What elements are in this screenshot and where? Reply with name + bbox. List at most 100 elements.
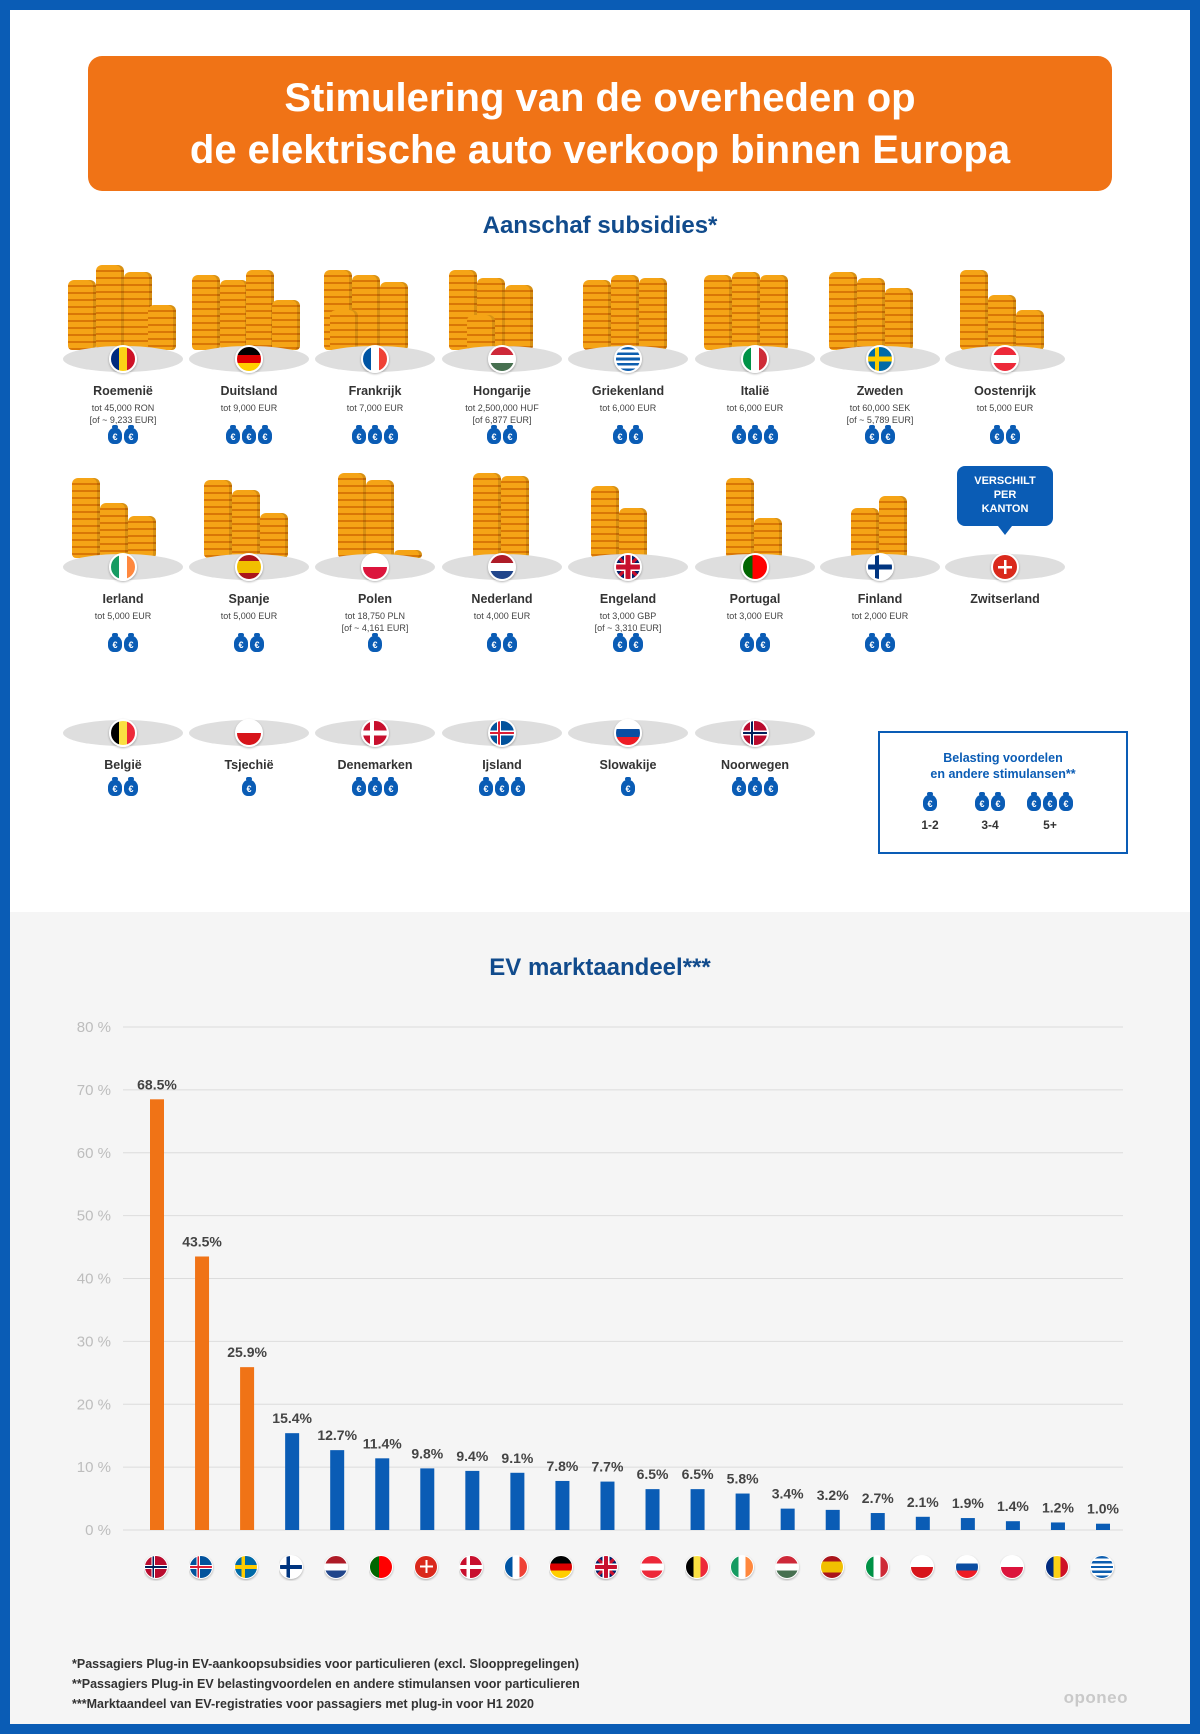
- title-banner: Stimulering van de overheden op de elekt…: [88, 56, 1112, 191]
- money-bags: € €: [58, 777, 188, 796]
- flag-pl-icon: [999, 1555, 1024, 1579]
- country-name: Slowakije: [599, 758, 657, 772]
- flag-se-icon: [866, 345, 894, 373]
- money-bag-icon: €: [384, 425, 398, 444]
- flag-it-icon: [864, 1555, 889, 1579]
- flag-ro-icon: [1044, 1555, 1069, 1579]
- money-bag-icon: €: [108, 425, 122, 444]
- money-bags: € € €: [184, 425, 314, 444]
- bar-pt: [375, 1458, 390, 1530]
- money-bags: € €: [58, 425, 188, 444]
- flag-sk-icon: [614, 719, 642, 747]
- data-label: 6.5%: [637, 1466, 669, 1482]
- money-bags: €: [900, 792, 960, 811]
- data-label: 2.7%: [862, 1490, 894, 1506]
- money-bag-icon: €: [613, 425, 627, 444]
- country-name: Polen: [357, 592, 393, 606]
- data-label: 15.4%: [272, 1410, 312, 1426]
- bar-is: [195, 1256, 210, 1530]
- country-card-ch: VERSCHILT PER KANTON Zwitserland: [940, 466, 1070, 680]
- bar-at: [645, 1489, 660, 1530]
- country-card-gb: Engeland tot 3,000 GBP [of ~ 3,310 EUR] € €: [563, 470, 693, 680]
- money-bag-icon: €: [503, 425, 517, 444]
- coin-stack-icon: [437, 470, 567, 570]
- bar-gr: [1096, 1523, 1110, 1530]
- data-label: 43.5%: [182, 1233, 222, 1249]
- data-label: 25.9%: [227, 1344, 267, 1360]
- footnote-1: *Passagiers Plug-in EV-aankoopsubsidies …: [72, 1657, 580, 1671]
- country-name: Portugal: [729, 592, 781, 606]
- bar-cz: [915, 1516, 930, 1530]
- legend-label: 5+: [1043, 818, 1057, 832]
- country-name: Denemarken: [337, 758, 413, 772]
- money-bag-icon: €: [242, 425, 256, 444]
- flag-nl-icon: [488, 553, 516, 581]
- subsidies-heading: Aanschaf subsidies*: [482, 212, 718, 239]
- coin-stack-icon: [690, 470, 820, 570]
- money-bag-icon: €: [503, 633, 517, 652]
- money-bag-icon: €: [748, 425, 762, 444]
- flag-se-icon: [234, 1555, 259, 1579]
- y-tick-label: 60 %: [77, 1145, 111, 1162]
- data-label: 1.2%: [1042, 1499, 1074, 1515]
- money-bag-icon: €: [621, 777, 635, 796]
- country-name: Noorwegen: [720, 758, 790, 772]
- country-card-be: België € €: [58, 692, 188, 902]
- money-bags: € €: [940, 425, 1070, 444]
- money-bags: €: [310, 633, 440, 652]
- flag-hu-icon: [488, 345, 516, 373]
- y-tick-label: 50 %: [77, 1208, 111, 1225]
- coin-stack-icon: [310, 262, 440, 362]
- money-bags: € €: [960, 792, 1020, 811]
- title-line-1: Stimulering van de overheden op: [284, 76, 916, 120]
- flag-no-icon: [144, 1555, 168, 1579]
- bar-es: [825, 1509, 840, 1530]
- bar-pl: [1005, 1521, 1020, 1530]
- data-label: 1.4%: [997, 1498, 1029, 1514]
- subsidy-amount: tot 45,000 RON [of ~ 9,233 EUR]: [89, 403, 157, 425]
- money-bags: € €: [437, 425, 567, 444]
- money-bag-icon: €: [764, 425, 778, 444]
- money-bag-icon: €: [352, 777, 366, 796]
- legend-item: €1-2: [900, 792, 960, 832]
- money-bag-icon: €: [250, 633, 264, 652]
- country-card-at: Oostenrijk tot 5,000 EUR € €: [940, 262, 1070, 472]
- country-card-sk: Slowakije €: [563, 692, 693, 902]
- coin-stack-icon: [563, 262, 693, 362]
- money-bag-icon: €: [1059, 792, 1073, 811]
- country-name: Spanje: [228, 592, 270, 606]
- coin-stack-icon: [815, 262, 945, 362]
- chart-title: EV marktaandeel***: [489, 954, 711, 981]
- legend-label: 1-2: [921, 818, 939, 832]
- data-label: 9.4%: [456, 1448, 488, 1464]
- money-bags: € €: [690, 633, 820, 652]
- money-bags: €: [563, 777, 693, 796]
- country-card-is: Ijsland € € €: [437, 692, 567, 902]
- data-label: 9.8%: [411, 1445, 443, 1461]
- money-bags: € €: [815, 633, 945, 652]
- legend-item: € €3-4: [960, 792, 1020, 832]
- bar-gb: [600, 1481, 615, 1530]
- flag-gr-icon: [614, 345, 642, 373]
- subsidy-amount: tot 4,000 EUR: [473, 611, 531, 621]
- flag-dk-icon: [459, 1555, 484, 1579]
- country-name: Ijsland: [482, 758, 522, 772]
- bar-hu: [780, 1508, 795, 1530]
- country-name: Zwitserland: [970, 592, 1040, 606]
- subsidy-amount: tot 7,000 EUR: [346, 403, 404, 413]
- bar-ch: [420, 1468, 435, 1530]
- footnotes: *Passagiers Plug-in EV-aankoopsubsidies …: [72, 1654, 580, 1714]
- money-bag-icon: €: [732, 777, 746, 796]
- country-card-fr: Frankrijk tot 7,000 EUR € € €: [310, 262, 440, 472]
- flag-at-icon: [639, 1555, 664, 1579]
- money-bag-icon: €: [234, 633, 248, 652]
- flag-pt-icon: [741, 553, 769, 581]
- money-bag-icon: €: [368, 425, 382, 444]
- subsidy-amount: tot 3,000 GBP [of ~ 3,310 EUR]: [594, 611, 662, 633]
- coin-stack-icon: [437, 262, 567, 362]
- flag-es-icon: [235, 553, 263, 581]
- money-bags: € €: [815, 425, 945, 444]
- money-bag-icon: €: [384, 777, 398, 796]
- flag-de-icon: [549, 1555, 574, 1579]
- money-bags: € €: [563, 425, 693, 444]
